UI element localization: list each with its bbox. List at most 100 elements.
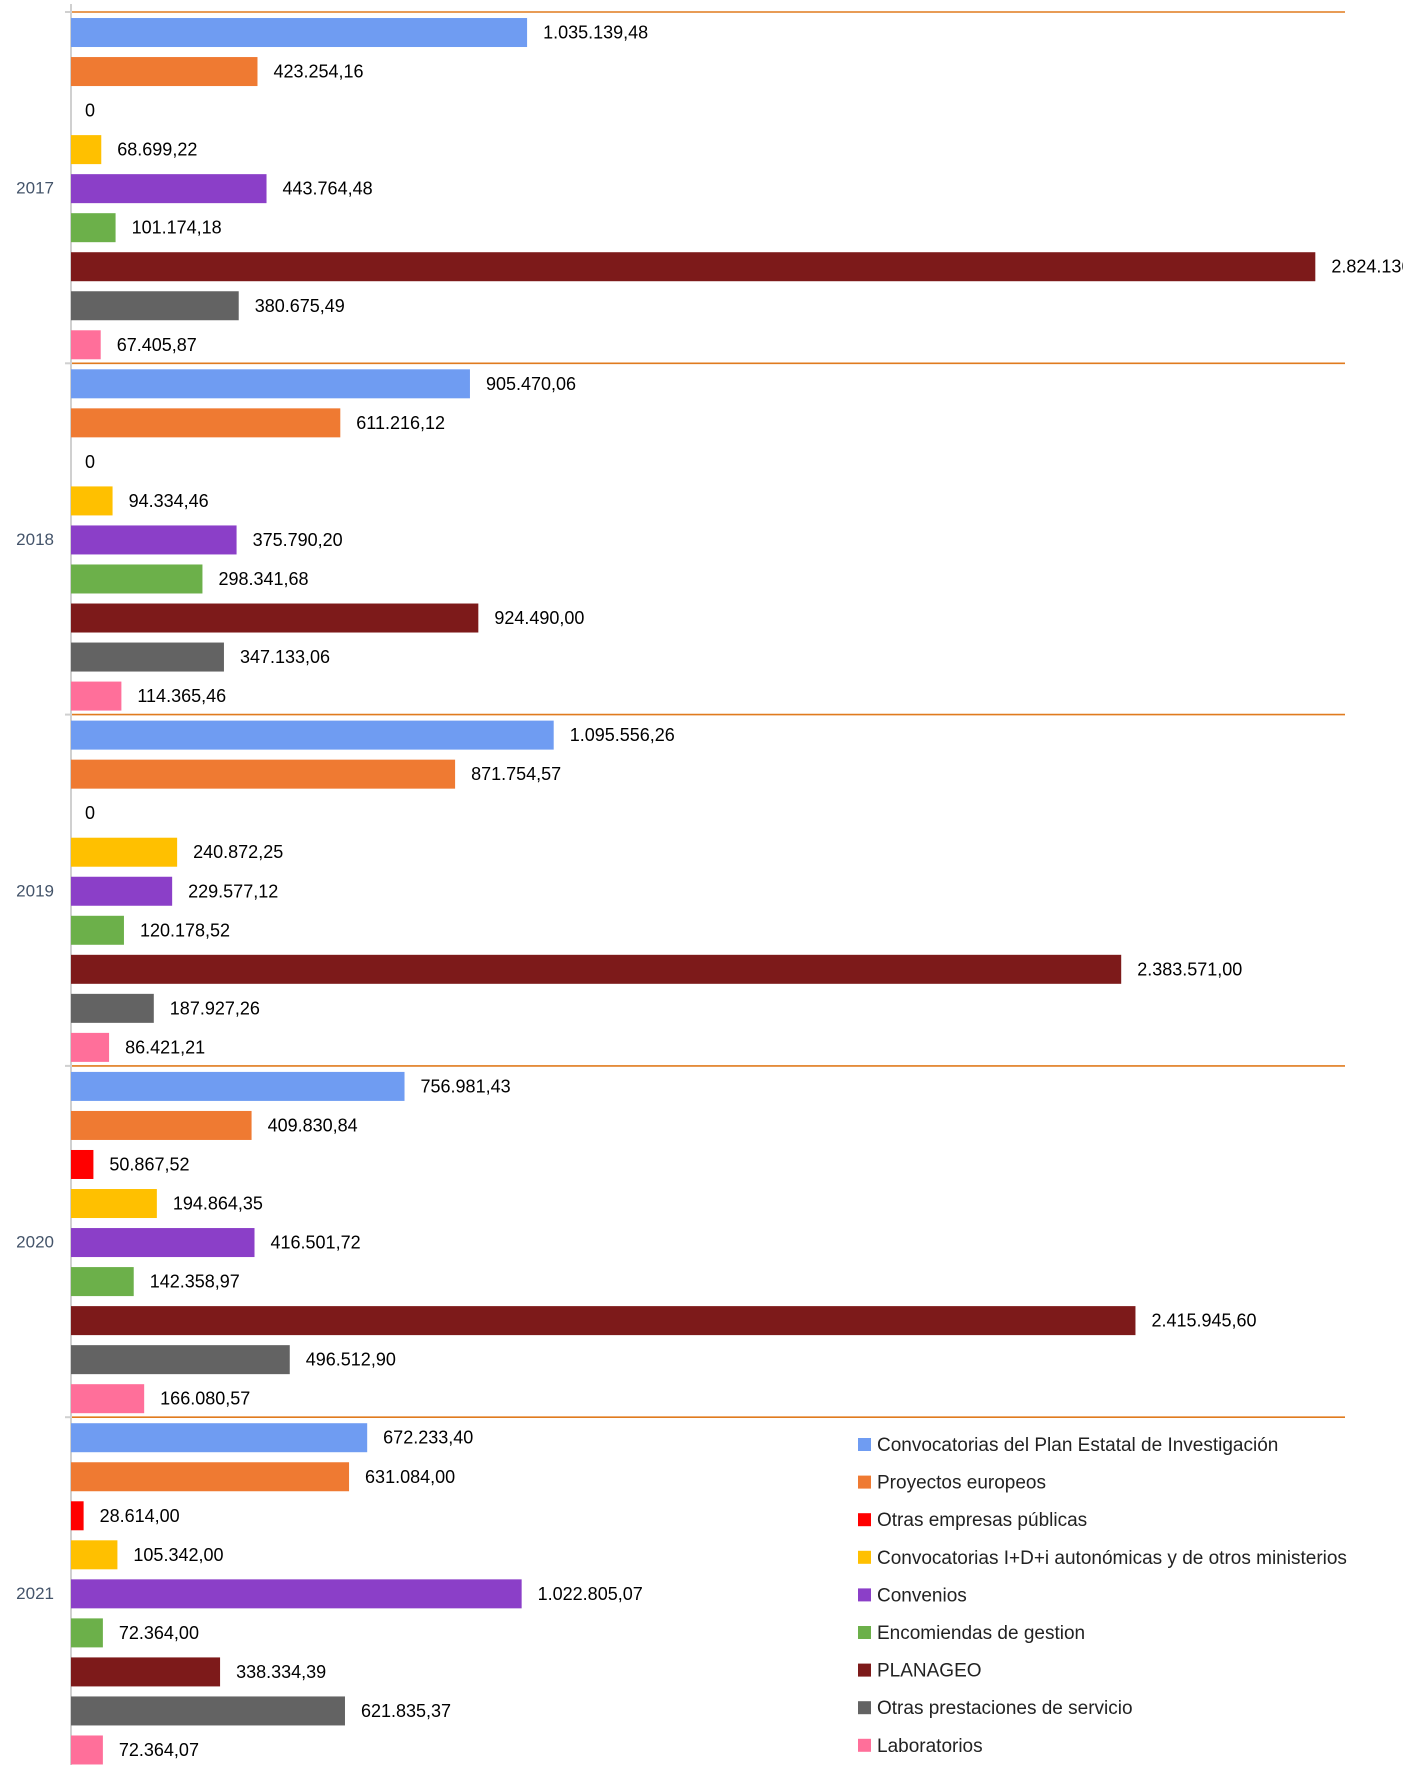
data-label-2021-series-5: 1.022.805,07 (538, 1584, 643, 1604)
legend-label-3: Otras empresas públicas (877, 1510, 1087, 1531)
bar-2020-series-8 (71, 1345, 290, 1375)
data-label-2017-series-6: 101.174,18 (132, 218, 222, 238)
bar-2019-series-2 (71, 759, 456, 789)
bar-2020-series-7 (71, 1306, 1136, 1336)
bar-2017-series-8 (71, 291, 239, 321)
bar-2017-series-6 (71, 213, 116, 243)
data-label-2018-series-8: 347.133,06 (240, 647, 330, 667)
data-label-2017-series-9: 67.405,87 (117, 335, 197, 355)
legend-swatch-4 (858, 1550, 871, 1564)
year-label-2020: 2020 (16, 1233, 54, 1252)
bar-2021-series-2 (71, 1462, 350, 1492)
bar-2019-series-7 (71, 954, 1122, 984)
bar-2021-series-8 (71, 1696, 345, 1726)
data-label-2018-series-3: 0 (85, 452, 95, 472)
year-label-2018: 2018 (16, 530, 54, 549)
data-label-2021-series-2: 631.084,00 (365, 1467, 455, 1487)
bar-2017-series-5 (71, 174, 267, 204)
data-label-2020-series-2: 409.830,84 (268, 1115, 358, 1135)
category-axis (65, 4, 72, 1770)
legend-label-2: Proyectos europeos (877, 1473, 1046, 1494)
data-label-2017-series-7: 2.824.136,28 (1331, 257, 1403, 277)
data-label-2020-series-1: 756.981,43 (421, 1076, 511, 1096)
bar-2020-series-5 (71, 1228, 255, 1258)
bar-2018-series-6 (71, 564, 203, 594)
legend-swatch-7 (858, 1663, 871, 1677)
legend-label-1: Convocatorias del Plan Estatal de Invest… (877, 1435, 1278, 1456)
bar-2021-series-4 (71, 1540, 118, 1570)
data-label-2018-series-1: 905.470,06 (486, 374, 576, 394)
data-label-2021-series-9: 72.364,07 (119, 1740, 199, 1760)
bar-2020-series-1 (71, 1071, 405, 1101)
legend-label-8: Otras prestaciones de servicio (877, 1698, 1133, 1719)
bar-2021-series-7 (71, 1657, 221, 1687)
data-label-2019-series-8: 187.927,26 (170, 998, 260, 1018)
legend-label-6: Encomiendas de gestion (877, 1623, 1085, 1644)
bar-2017-series-2 (71, 57, 258, 87)
data-label-2020-series-7: 2.415.945,60 (1151, 1311, 1256, 1331)
legend-label-9: Laboratorios (877, 1736, 983, 1757)
bars-layer (71, 18, 1316, 1765)
bar-2017-series-1 (71, 18, 528, 48)
data-label-2018-series-7: 924.490,00 (494, 608, 584, 628)
legend-swatch-6 (858, 1626, 871, 1639)
legend-swatch-5 (858, 1588, 871, 1602)
bar-2018-series-7 (71, 603, 479, 633)
bar-2019-series-6 (71, 915, 124, 945)
bar-2020-series-3 (71, 1149, 94, 1179)
data-label-2018-series-5: 375.790,20 (253, 530, 343, 550)
data-label-2017-series-5: 443.764,48 (283, 179, 373, 199)
year-label-2017: 2017 (16, 179, 54, 198)
bar-2019-series-5 (71, 876, 173, 906)
bar-2021-series-9 (71, 1735, 103, 1765)
data-labels-layer: 1.035.139,48 423.254,16 0 68.699,22 443.764,… (85, 23, 1403, 1760)
data-label-2018-series-4: 94.334,46 (129, 491, 209, 511)
bar-2018-series-1 (71, 369, 470, 399)
data-label-2018-series-6: 298.341,68 (218, 569, 308, 589)
data-label-2021-series-6: 72.364,00 (119, 1623, 199, 1643)
data-label-2019-series-2: 871.754,57 (471, 764, 561, 784)
legend-label-5: Convenios (877, 1585, 967, 1606)
bar-2018-series-8 (71, 642, 224, 672)
year-tick-labels: 2017 2018 2019 2020 2021 (16, 179, 54, 1603)
data-label-2017-series-8: 380.675,49 (255, 296, 345, 316)
bar-2020-series-4 (71, 1189, 157, 1219)
bar-2020-series-6 (71, 1267, 134, 1297)
data-label-2017-series-4: 68.699,22 (117, 140, 197, 160)
bar-2018-series-4 (71, 486, 113, 516)
data-label-2021-series-1: 672.233,40 (383, 1428, 473, 1448)
bar-2018-series-5 (71, 525, 237, 555)
legend-swatch-2 (858, 1475, 871, 1489)
data-label-2020-series-5: 416.501,72 (271, 1233, 361, 1253)
data-label-2021-series-7: 338.334,39 (236, 1662, 326, 1682)
data-label-2021-series-3: 28.614,00 (100, 1506, 180, 1526)
data-label-2018-series-2: 611.216,12 (356, 413, 445, 433)
legend-swatch-9 (858, 1738, 871, 1752)
bar-2021-series-6 (71, 1618, 103, 1648)
data-label-2020-series-9: 166.080,57 (160, 1389, 250, 1409)
bar-2020-series-9 (71, 1384, 145, 1414)
bar-2018-series-9 (71, 681, 122, 711)
data-label-2019-series-3: 0 (85, 803, 95, 823)
data-label-2019-series-7: 2.383.571,00 (1137, 959, 1242, 979)
legend: Convocatorias del Plan Estatal de Invest… (858, 1435, 1347, 1757)
data-label-2017-series-1: 1.035.139,48 (543, 23, 648, 43)
data-label-2018-series-9: 114.365,46 (137, 686, 226, 706)
bar-2019-series-1 (71, 720, 554, 750)
bar-2021-series-3 (71, 1501, 84, 1531)
legend-swatch-1 (858, 1438, 871, 1451)
year-label-2021: 2021 (16, 1584, 54, 1603)
bar-2020-series-2 (71, 1110, 252, 1140)
legend-label-7: PLANAGEO (877, 1661, 982, 1682)
data-label-2020-series-3: 50.867,52 (109, 1154, 189, 1174)
bar-2017-series-7 (71, 252, 1316, 282)
legend-swatch-8 (858, 1701, 871, 1715)
bar-2019-series-8 (71, 993, 154, 1023)
group-separators (71, 11, 1345, 1418)
bar-2019-series-9 (71, 1032, 110, 1062)
data-label-2019-series-4: 240.872,25 (193, 842, 283, 862)
bar-2019-series-4 (71, 837, 178, 867)
data-label-2020-series-6: 142.358,97 (150, 1272, 240, 1292)
bar-2021-series-1 (71, 1423, 368, 1453)
